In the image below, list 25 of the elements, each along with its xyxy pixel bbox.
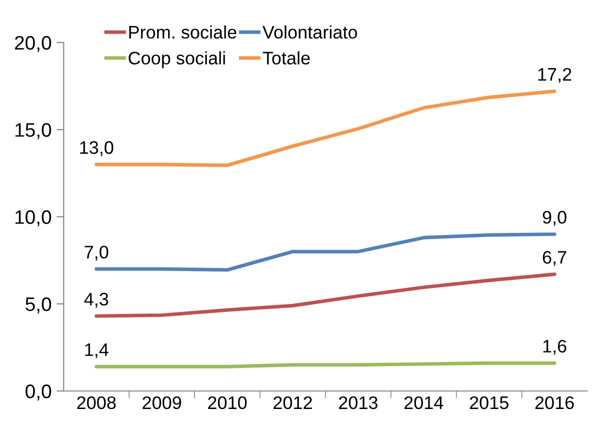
data-label: 17,2 <box>538 68 572 83</box>
legend-label: Coop sociali <box>128 51 225 68</box>
legend-label: Totale <box>262 51 310 64</box>
x-tick-label: 2008 <box>77 396 116 410</box>
x-tick-label: 2014 <box>404 396 444 410</box>
x-tick-label: 2010 <box>208 396 247 410</box>
data-label: 7,0 <box>84 246 108 261</box>
data-label: 1,6 <box>543 340 566 355</box>
y-tick-label: 0,0 <box>26 384 52 401</box>
y-tick-label: 15,0 <box>16 123 52 140</box>
legend-label: Volontariato <box>262 25 358 39</box>
y-tick-label: 5,0 <box>26 297 52 314</box>
data-label: 4,3 <box>84 292 108 308</box>
x-tick-label: 2015 <box>470 396 508 410</box>
x-tick-label: 2012 <box>274 396 312 410</box>
data-label: 13,0 <box>80 141 114 156</box>
x-tick-label: 2009 <box>142 396 182 410</box>
data-label: 9,0 <box>542 210 566 226</box>
y-tick-label: 10,0 <box>16 210 52 226</box>
data-label: 6,7 <box>542 250 566 266</box>
data-label: 1,4 <box>85 343 108 358</box>
x-tick-label: 2013 <box>339 396 378 410</box>
y-tick-label: 20,0 <box>14 36 52 52</box>
x-tick-label: 2016 <box>535 396 574 410</box>
legend-label: Prom. sociale <box>129 25 236 39</box>
